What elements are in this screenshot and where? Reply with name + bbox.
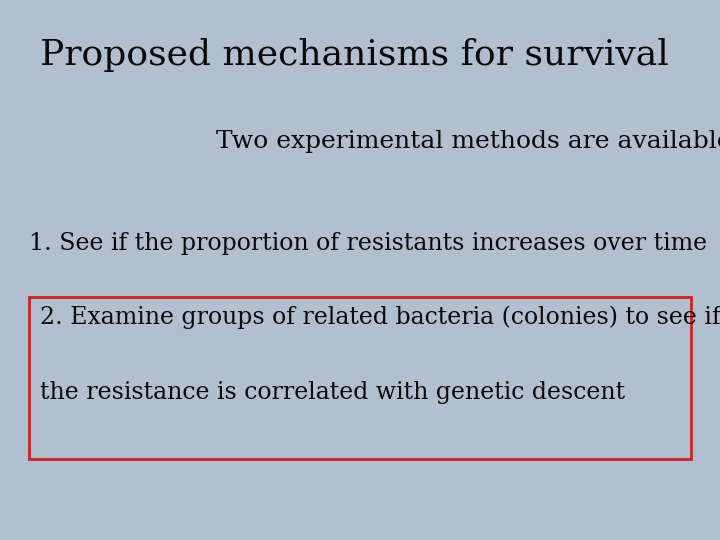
Text: Proposed mechanisms for survival: Proposed mechanisms for survival (40, 38, 668, 72)
Text: Two experimental methods are available:: Two experimental methods are available: (216, 130, 720, 153)
Text: 1. See if the proportion of resistants increases over time: 1. See if the proportion of resistants i… (29, 232, 707, 255)
Text: the resistance is correlated with genetic descent: the resistance is correlated with geneti… (40, 381, 625, 404)
Text: 2. Examine groups of related bacteria (colonies) to see if: 2. Examine groups of related bacteria (c… (40, 305, 720, 329)
